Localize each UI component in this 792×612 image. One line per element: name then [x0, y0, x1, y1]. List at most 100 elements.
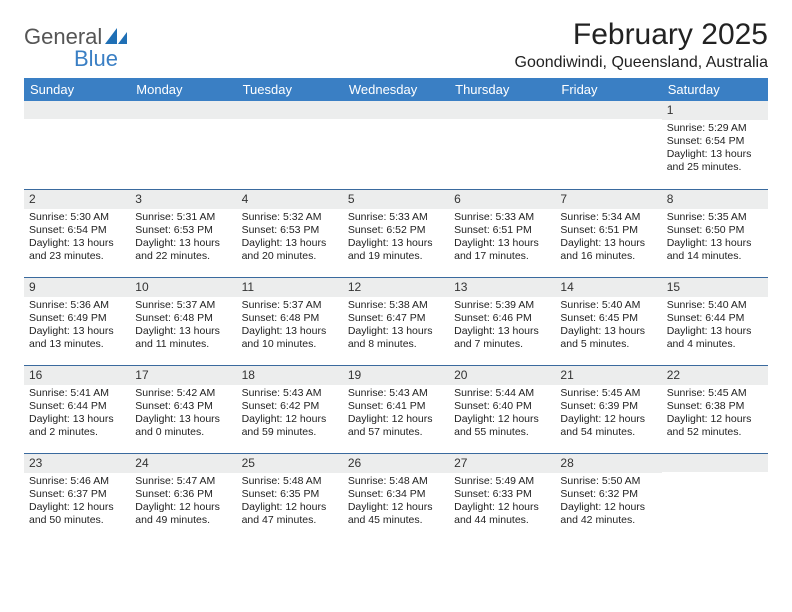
day-details: Sunrise: 5:41 AMSunset: 6:44 PMDaylight:…: [24, 385, 130, 444]
calendar-cell: 12Sunrise: 5:38 AMSunset: 6:47 PMDayligh…: [343, 277, 449, 365]
calendar-cell: 5Sunrise: 5:33 AMSunset: 6:52 PMDaylight…: [343, 189, 449, 277]
calendar-cell: [24, 101, 130, 189]
day-details: Sunrise: 5:37 AMSunset: 6:48 PMDaylight:…: [130, 297, 236, 356]
day-number: [662, 454, 768, 472]
sunrise-line: Sunrise: 5:48 AM: [348, 475, 444, 488]
title-block: February 2025 Goondiwindi, Queensland, A…: [515, 18, 769, 72]
day-number: 19: [343, 366, 449, 385]
day-details: Sunrise: 5:38 AMSunset: 6:47 PMDaylight:…: [343, 297, 449, 356]
sunrise-line: Sunrise: 5:45 AM: [667, 387, 763, 400]
day-number: 2: [24, 190, 130, 209]
calendar-cell: [343, 101, 449, 189]
daylight-line: Daylight: 13 hours and 11 minutes.: [135, 325, 231, 351]
day-details: Sunrise: 5:34 AMSunset: 6:51 PMDaylight:…: [555, 209, 661, 268]
day-header: Saturday: [662, 78, 768, 101]
sunset-line: Sunset: 6:48 PM: [135, 312, 231, 325]
sunrise-line: Sunrise: 5:46 AM: [29, 475, 125, 488]
calendar-cell: 17Sunrise: 5:42 AMSunset: 6:43 PMDayligh…: [130, 365, 236, 453]
calendar-cell: 28Sunrise: 5:50 AMSunset: 6:32 PMDayligh…: [555, 453, 661, 541]
day-details: Sunrise: 5:32 AMSunset: 6:53 PMDaylight:…: [237, 209, 343, 268]
calendar-week-row: 2Sunrise: 5:30 AMSunset: 6:54 PMDaylight…: [24, 189, 768, 277]
day-details: Sunrise: 5:40 AMSunset: 6:45 PMDaylight:…: [555, 297, 661, 356]
sunset-line: Sunset: 6:48 PM: [242, 312, 338, 325]
day-details: Sunrise: 5:42 AMSunset: 6:43 PMDaylight:…: [130, 385, 236, 444]
day-number: 26: [343, 454, 449, 473]
day-number: 17: [130, 366, 236, 385]
sunset-line: Sunset: 6:52 PM: [348, 224, 444, 237]
daylight-line: Daylight: 13 hours and 16 minutes.: [560, 237, 656, 263]
logo-word-blue: Blue: [74, 46, 118, 72]
month-title: February 2025: [515, 18, 769, 52]
daylight-line: Daylight: 13 hours and 13 minutes.: [29, 325, 125, 351]
day-number: 9: [24, 278, 130, 297]
sunset-line: Sunset: 6:47 PM: [348, 312, 444, 325]
day-number: [130, 101, 236, 119]
sunset-line: Sunset: 6:45 PM: [560, 312, 656, 325]
day-header: Sunday: [24, 78, 130, 101]
day-header: Friday: [555, 78, 661, 101]
day-details: Sunrise: 5:39 AMSunset: 6:46 PMDaylight:…: [449, 297, 555, 356]
calendar-cell: 14Sunrise: 5:40 AMSunset: 6:45 PMDayligh…: [555, 277, 661, 365]
day-details: Sunrise: 5:46 AMSunset: 6:37 PMDaylight:…: [24, 473, 130, 532]
day-number: 28: [555, 454, 661, 473]
sunset-line: Sunset: 6:50 PM: [667, 224, 763, 237]
daylight-line: Daylight: 13 hours and 4 minutes.: [667, 325, 763, 351]
calendar-cell: 4Sunrise: 5:32 AMSunset: 6:53 PMDaylight…: [237, 189, 343, 277]
daylight-line: Daylight: 12 hours and 42 minutes.: [560, 501, 656, 527]
calendar-cell: 7Sunrise: 5:34 AMSunset: 6:51 PMDaylight…: [555, 189, 661, 277]
daylight-line: Daylight: 13 hours and 8 minutes.: [348, 325, 444, 351]
sunrise-line: Sunrise: 5:40 AM: [560, 299, 656, 312]
calendar-week-row: 16Sunrise: 5:41 AMSunset: 6:44 PMDayligh…: [24, 365, 768, 453]
sunrise-line: Sunrise: 5:47 AM: [135, 475, 231, 488]
day-details: Sunrise: 5:47 AMSunset: 6:36 PMDaylight:…: [130, 473, 236, 532]
sunrise-line: Sunrise: 5:33 AM: [348, 211, 444, 224]
daylight-line: Daylight: 12 hours and 59 minutes.: [242, 413, 338, 439]
sunrise-line: Sunrise: 5:37 AM: [135, 299, 231, 312]
day-details: Sunrise: 5:30 AMSunset: 6:54 PMDaylight:…: [24, 209, 130, 268]
day-details: Sunrise: 5:49 AMSunset: 6:33 PMDaylight:…: [449, 473, 555, 532]
day-details: Sunrise: 5:48 AMSunset: 6:34 PMDaylight:…: [343, 473, 449, 532]
header: General Blue February 2025 Goondiwindi, …: [24, 18, 768, 72]
day-number: 27: [449, 454, 555, 473]
calendar-cell: 2Sunrise: 5:30 AMSunset: 6:54 PMDaylight…: [24, 189, 130, 277]
sunset-line: Sunset: 6:53 PM: [242, 224, 338, 237]
sunset-line: Sunset: 6:37 PM: [29, 488, 125, 501]
day-details: Sunrise: 5:45 AMSunset: 6:38 PMDaylight:…: [662, 385, 768, 444]
day-header: Wednesday: [343, 78, 449, 101]
daylight-line: Daylight: 13 hours and 25 minutes.: [667, 148, 763, 174]
sunrise-line: Sunrise: 5:43 AM: [242, 387, 338, 400]
calendar-cell: 21Sunrise: 5:45 AMSunset: 6:39 PMDayligh…: [555, 365, 661, 453]
calendar-cell: 23Sunrise: 5:46 AMSunset: 6:37 PMDayligh…: [24, 453, 130, 541]
location-subtitle: Goondiwindi, Queensland, Australia: [515, 54, 769, 72]
sunset-line: Sunset: 6:38 PM: [667, 400, 763, 413]
calendar-cell: [662, 453, 768, 541]
calendar-cell: 26Sunrise: 5:48 AMSunset: 6:34 PMDayligh…: [343, 453, 449, 541]
calendar-week-row: 23Sunrise: 5:46 AMSunset: 6:37 PMDayligh…: [24, 453, 768, 541]
calendar-cell: 9Sunrise: 5:36 AMSunset: 6:49 PMDaylight…: [24, 277, 130, 365]
sunrise-line: Sunrise: 5:38 AM: [348, 299, 444, 312]
calendar-cell: 25Sunrise: 5:48 AMSunset: 6:35 PMDayligh…: [237, 453, 343, 541]
daylight-line: Daylight: 13 hours and 2 minutes.: [29, 413, 125, 439]
calendar-cell: 8Sunrise: 5:35 AMSunset: 6:50 PMDaylight…: [662, 189, 768, 277]
daylight-line: Daylight: 13 hours and 10 minutes.: [242, 325, 338, 351]
day-number: 8: [662, 190, 768, 209]
sunrise-line: Sunrise: 5:50 AM: [560, 475, 656, 488]
daylight-line: Daylight: 13 hours and 14 minutes.: [667, 237, 763, 263]
day-number: 16: [24, 366, 130, 385]
day-number: 1: [662, 101, 768, 120]
sunset-line: Sunset: 6:51 PM: [454, 224, 550, 237]
day-number: 12: [343, 278, 449, 297]
day-number: [555, 101, 661, 119]
calendar-cell: 22Sunrise: 5:45 AMSunset: 6:38 PMDayligh…: [662, 365, 768, 453]
day-number: [343, 101, 449, 119]
sunset-line: Sunset: 6:34 PM: [348, 488, 444, 501]
sunset-line: Sunset: 6:33 PM: [454, 488, 550, 501]
sunrise-line: Sunrise: 5:33 AM: [454, 211, 550, 224]
sunset-line: Sunset: 6:40 PM: [454, 400, 550, 413]
calendar-cell: [130, 101, 236, 189]
day-number: 14: [555, 278, 661, 297]
logo-sail-icon: [105, 28, 127, 44]
daylight-line: Daylight: 12 hours and 54 minutes.: [560, 413, 656, 439]
day-details: Sunrise: 5:43 AMSunset: 6:42 PMDaylight:…: [237, 385, 343, 444]
day-number: 4: [237, 190, 343, 209]
